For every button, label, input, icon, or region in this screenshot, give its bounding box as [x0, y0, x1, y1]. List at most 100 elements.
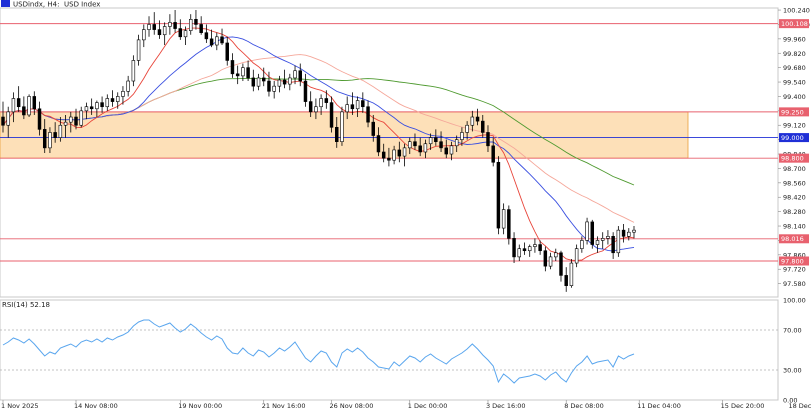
candle-body	[189, 19, 193, 31]
candle-body	[95, 102, 99, 110]
candle	[204, 24, 209, 43]
time-tick-label: 19 Nov 00:00	[178, 402, 222, 410]
price-tick-label: 98.700	[783, 165, 806, 173]
symbol-label: USDindx, H4:	[13, 1, 59, 9]
candle-body	[402, 147, 407, 157]
candle-body	[84, 106, 89, 112]
candle	[569, 258, 574, 288]
candle	[303, 73, 308, 107]
candle	[183, 26, 188, 46]
moving-average-ma-slow	[2, 54, 635, 223]
candle	[95, 100, 99, 118]
time-tick-label: 18 Dec 12:00	[788, 402, 812, 410]
candle	[74, 108, 78, 130]
price-axis: 100.240100.10099.96099.82099.68099.54099…	[778, 7, 810, 288]
level-tag	[779, 153, 809, 163]
support-resistance-zone	[0, 111, 689, 159]
candle-body	[329, 102, 334, 128]
candle-body	[22, 106, 26, 116]
candle	[413, 133, 417, 150]
level-tag-label: 100.108	[781, 20, 808, 28]
candle	[527, 244, 532, 257]
price-tick-label: 98.560	[783, 179, 806, 187]
rsi-tick-label: 70.00	[783, 327, 802, 335]
time-axis: 1 Nov 2025 14 Nov 08:00 19 Nov 00:00 21 Nov…	[1, 400, 812, 410]
candle	[314, 98, 318, 120]
candle	[439, 131, 443, 152]
time-tick-label: 21 Nov 16:00	[262, 402, 306, 410]
candle-body	[58, 124, 63, 138]
candle	[277, 75, 282, 93]
candle-body	[256, 77, 261, 87]
candle	[11, 92, 16, 123]
candle-body	[63, 121, 68, 126]
candle	[486, 125, 490, 152]
candle-body	[361, 100, 365, 108]
candle	[481, 114, 485, 138]
candle-body	[157, 29, 162, 36]
candle	[173, 10, 177, 33]
rsi-title: RSI(14) 52.18	[2, 301, 50, 309]
candle-body	[32, 96, 37, 110]
candle	[512, 232, 516, 264]
candle-body	[345, 104, 349, 113]
candle	[251, 69, 256, 92]
candle-body	[475, 116, 480, 122]
candle-body	[335, 127, 339, 143]
candle	[105, 94, 110, 111]
candle	[397, 141, 402, 163]
candle	[590, 219, 595, 249]
candle	[548, 252, 553, 270]
candle-body	[277, 79, 282, 87]
candle	[22, 96, 26, 120]
candle	[37, 101, 42, 136]
candle-body	[126, 80, 130, 92]
candle-body	[600, 238, 605, 241]
candle	[230, 53, 235, 78]
candle	[533, 238, 537, 253]
candle	[241, 63, 245, 82]
candle	[361, 92, 365, 113]
candle-body	[142, 29, 146, 41]
candle	[387, 147, 391, 167]
candle	[554, 248, 558, 262]
candle	[616, 226, 621, 257]
candle	[621, 223, 626, 243]
price-tick-label: 99.400	[783, 93, 806, 101]
candle-body	[319, 98, 323, 108]
candle-body	[574, 248, 579, 264]
level-tag	[779, 133, 809, 143]
symbol-icon	[1, 0, 10, 7]
price-tick-label: 99.540	[783, 79, 806, 87]
candle-body	[408, 141, 412, 149]
candle-body	[470, 116, 475, 126]
candle	[209, 29, 214, 48]
candle-body	[308, 101, 313, 113]
candle	[564, 267, 568, 292]
candle-body	[131, 60, 136, 82]
candle	[194, 10, 198, 30]
candle	[27, 94, 31, 118]
candle	[408, 137, 412, 155]
candle	[282, 69, 287, 89]
candle-body	[595, 240, 600, 245]
candle-body	[53, 132, 57, 138]
candle	[329, 96, 334, 133]
candle	[324, 90, 329, 109]
chart-header: USDindx, H4: USD Index	[1, 0, 100, 9]
candle-body	[215, 36, 219, 46]
candle-body	[548, 256, 553, 267]
time-tick-label: 8 Dec 08:00	[564, 402, 604, 410]
candle	[63, 114, 68, 138]
candle-body	[48, 132, 52, 149]
candle-body	[434, 137, 438, 143]
candle-body	[178, 28, 183, 38]
level-tag	[779, 256, 809, 266]
candle	[345, 96, 349, 120]
candle	[142, 24, 146, 48]
candle-body	[376, 135, 381, 153]
candle-body	[496, 161, 501, 229]
candle	[580, 236, 584, 253]
candle	[460, 127, 464, 146]
candle-body	[423, 143, 428, 153]
